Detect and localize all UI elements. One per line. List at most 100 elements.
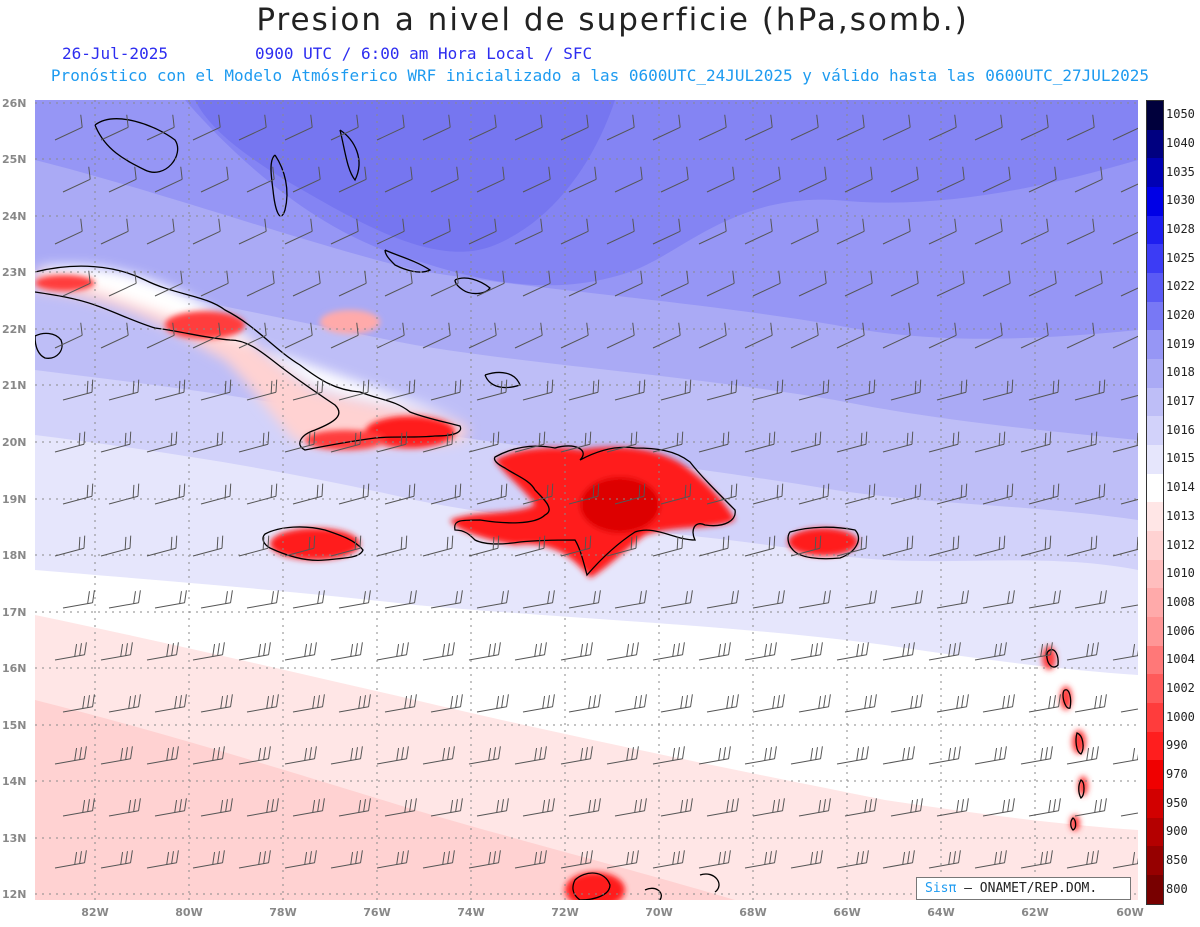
- wind-barb: [1120, 166, 1138, 193]
- wind-barb: [330, 322, 359, 349]
- wind-barb: [652, 218, 681, 245]
- colorbar-swatch: [1147, 158, 1163, 188]
- colorbar-swatch: [1147, 416, 1163, 446]
- wind-barb: [844, 166, 873, 193]
- colorbar-label: 1008: [1166, 594, 1195, 609]
- wind-barb: [890, 694, 923, 713]
- wind-barb: [568, 798, 601, 817]
- colorbar-label: 1035: [1166, 164, 1195, 179]
- colorbar-swatch: [1147, 129, 1163, 159]
- wind-barb: [430, 379, 462, 401]
- wind-barb: [1028, 590, 1061, 609]
- wind-barb: [1120, 379, 1138, 401]
- wind-barb: [154, 694, 187, 713]
- colorbar-label: 850: [1166, 852, 1188, 867]
- wind-barb: [200, 379, 232, 401]
- lat-label: 16N: [2, 662, 27, 675]
- wind-barb: [330, 642, 363, 661]
- wind-barb: [660, 483, 692, 505]
- wind-barb: [1120, 270, 1138, 297]
- pressure-colorbar: [1146, 100, 1164, 905]
- wind-barb: [384, 483, 416, 505]
- colorbar-label: 1004: [1166, 652, 1195, 667]
- wind-barb: [560, 642, 593, 661]
- wind-barb: [430, 483, 462, 505]
- wind-barb: [1028, 379, 1060, 401]
- wind-barb: [614, 270, 643, 297]
- wind-barb: [376, 218, 405, 245]
- colorbar-swatch: [1147, 215, 1163, 245]
- wind-barb: [154, 590, 187, 609]
- wind-barb: [146, 535, 178, 557]
- wind-barb: [146, 850, 179, 869]
- lat-label: 13N: [2, 832, 27, 845]
- pressure-map: [35, 100, 1138, 900]
- wind-barb: [108, 166, 137, 193]
- colorbar-swatch: [1147, 674, 1163, 704]
- lon-label: 66W: [833, 906, 861, 919]
- colorbar-swatch: [1147, 703, 1163, 732]
- wind-barb: [246, 483, 278, 505]
- wind-barb: [560, 431, 592, 453]
- wind-barb: [338, 483, 370, 505]
- wind-barb: [376, 535, 408, 557]
- wind-barb: [1066, 535, 1098, 557]
- wind-barb: [1020, 218, 1049, 245]
- wind-barb: [292, 379, 324, 401]
- coastlines: [35, 118, 1085, 900]
- wind-barb: [154, 379, 186, 401]
- wind-barb: [422, 114, 451, 141]
- wind-barb: [744, 850, 777, 869]
- wind-barb: [62, 694, 95, 713]
- wind-barb: [836, 746, 869, 765]
- lon-label: 68W: [739, 906, 767, 919]
- wind-barb: [422, 746, 455, 765]
- wind-barb: [1028, 798, 1061, 817]
- wind-barb: [1028, 166, 1057, 193]
- wind-barb: [568, 590, 601, 609]
- wind-barb: [338, 798, 371, 817]
- wind-barb: [100, 746, 133, 765]
- colorbar-label: 1019: [1166, 336, 1195, 351]
- wind-barb: [468, 114, 497, 141]
- colorbar-swatch: [1147, 817, 1163, 847]
- wind-barb: [376, 746, 409, 765]
- wind-barb: [1066, 218, 1095, 245]
- wind-barb: [1066, 642, 1099, 661]
- wind-barb: [154, 166, 183, 193]
- wind-barb: [284, 431, 316, 453]
- colorbar-swatch: [1147, 617, 1163, 646]
- wind-barb: [568, 166, 597, 193]
- lon-label: 80W: [175, 906, 203, 919]
- wind-barb: [752, 379, 784, 401]
- land-heat-cores: [35, 275, 1088, 900]
- wind-barb: [1120, 798, 1138, 817]
- wind-barb: [330, 218, 359, 245]
- lat-label: 18N: [2, 549, 27, 562]
- colorbar-label: 1012: [1166, 537, 1195, 552]
- wind-barb: [660, 166, 689, 193]
- wind-barb: [1112, 218, 1138, 245]
- wind-barb: [798, 483, 830, 505]
- wind-barb: [882, 746, 915, 765]
- wind-barb: [606, 218, 635, 245]
- wind-barb: [238, 746, 271, 765]
- wind-barb: [292, 798, 325, 817]
- wind-barb: [62, 798, 95, 817]
- wind-barb: [974, 114, 1003, 141]
- wind-barb: [1066, 431, 1098, 453]
- lat-label: 24N: [2, 210, 27, 223]
- wind-barb: [836, 850, 869, 869]
- wind-barb: [890, 590, 923, 609]
- wind-barb: [744, 535, 776, 557]
- wind-barb: [384, 166, 413, 193]
- lon-label: 78W: [269, 906, 297, 919]
- wind-barb: [384, 590, 417, 609]
- wind-barb: [660, 798, 693, 817]
- colorbar-swatch: [1147, 789, 1163, 818]
- wind-barb: [560, 114, 589, 141]
- wind-barb: [1020, 322, 1049, 349]
- lon-label: 60W: [1116, 906, 1144, 919]
- wind-barb: [108, 483, 140, 505]
- wind-barb: [422, 431, 454, 453]
